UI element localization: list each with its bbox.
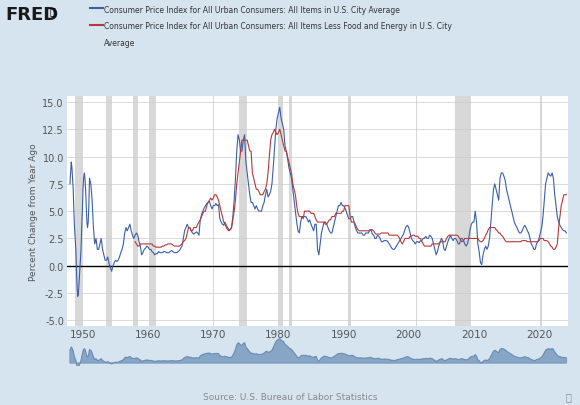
Bar: [75, 97, 83, 326]
Bar: [132, 97, 139, 326]
Text: 📈: 📈: [49, 6, 55, 16]
Text: FRED: FRED: [6, 6, 59, 24]
Y-axis label: Percent Change from Year Ago: Percent Change from Year Ago: [29, 143, 38, 280]
Text: Source: U.S. Bureau of Labor Statistics: Source: U.S. Bureau of Labor Statistics: [203, 392, 377, 401]
Bar: [213, 97, 214, 326]
Bar: [106, 97, 113, 326]
Text: Consumer Price Index for All Urban Consumers: All Items Less Food and Energy in : Consumer Price Index for All Urban Consu…: [104, 22, 452, 31]
Bar: [541, 97, 542, 326]
Bar: [150, 97, 156, 326]
Bar: [289, 97, 292, 326]
Bar: [455, 97, 472, 326]
Polygon shape: [70, 339, 567, 368]
Text: ⤢: ⤢: [566, 391, 571, 401]
Bar: [239, 97, 247, 326]
Bar: [347, 97, 351, 326]
Text: Average: Average: [104, 38, 136, 47]
Text: Consumer Price Index for All Urban Consumers: All Items in U.S. City Average: Consumer Price Index for All Urban Consu…: [104, 6, 400, 15]
Bar: [278, 97, 283, 326]
